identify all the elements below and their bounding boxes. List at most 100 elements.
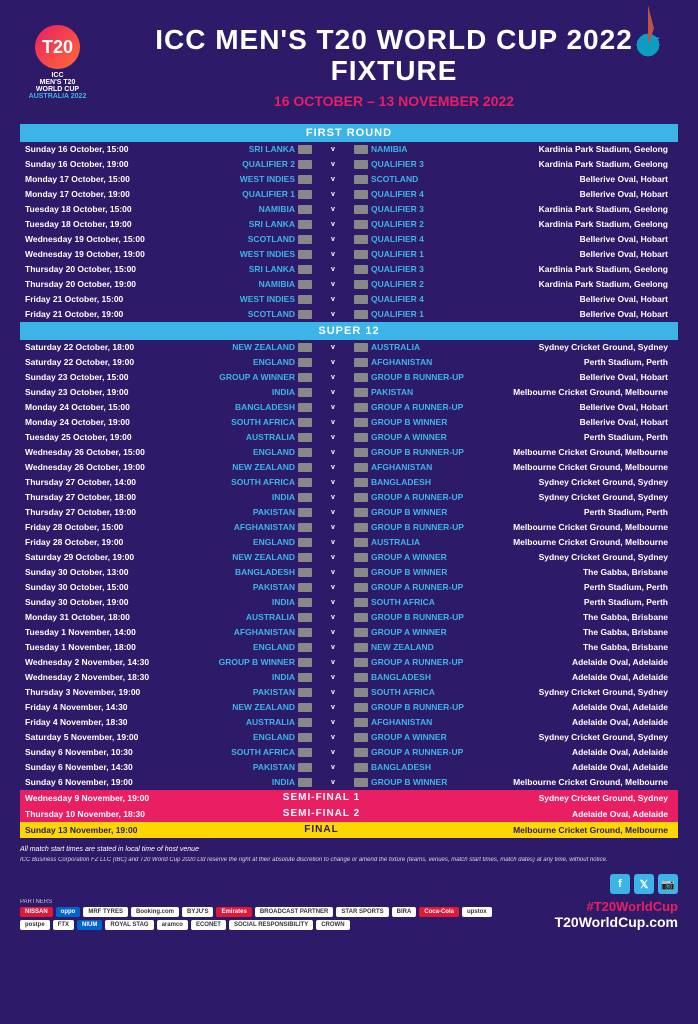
fixture-date: Saturday 29 October, 19:00 xyxy=(25,552,180,562)
social-icon[interactable]: 𝕏 xyxy=(634,874,654,894)
fixture-date: Thursday 10 November, 18:30 xyxy=(25,809,180,819)
team-2: GROUP B WINNER xyxy=(371,507,486,517)
fixture-date: Tuesday 1 November, 14:00 xyxy=(25,627,180,637)
team-2: GROUP A RUNNER-UP xyxy=(371,657,486,667)
team-2: QUALIFIER 1 xyxy=(371,309,486,319)
vs-label: v xyxy=(315,434,351,441)
social-icon[interactable]: 📷 xyxy=(658,874,678,894)
team-2: GROUP B RUNNER-UP xyxy=(371,612,486,622)
social-icons: f𝕏📷 xyxy=(555,874,678,894)
social-icon[interactable]: f xyxy=(610,874,630,894)
venue: Perth Stadium, Perth xyxy=(486,432,673,442)
knockout-label: FINAL xyxy=(180,824,463,835)
fixture-row: Tuesday 25 October, 19:00 AUSTRALIA v GR… xyxy=(20,430,678,445)
fixture-date: Wednesday 19 October, 15:00 xyxy=(25,234,180,244)
venue: Bellerive Oval, Hobart xyxy=(486,174,673,184)
flag-icon xyxy=(354,448,368,457)
team-1: PAKISTAN xyxy=(180,507,295,517)
flag-icon xyxy=(298,568,312,577)
vs-label: v xyxy=(315,629,351,636)
team-2: AFGHANISTAN xyxy=(371,462,486,472)
vs-label: v xyxy=(315,311,351,318)
team-1: NEW ZEALAND xyxy=(180,552,295,562)
flag-icon xyxy=(354,658,368,667)
team-2: AFGHANISTAN xyxy=(371,357,486,367)
venue: Adelaide Oval, Adelaide xyxy=(486,717,673,727)
website-url: T20WorldCup.com xyxy=(555,914,678,930)
venue: Perth Stadium, Perth xyxy=(486,597,673,607)
fixture-date: Monday 24 October, 15:00 xyxy=(25,402,180,412)
flag-icon xyxy=(298,538,312,547)
fixture-row: Sunday 23 October, 19:00 INDIA v PAKISTA… xyxy=(20,385,678,400)
fixture-date: Saturday 22 October, 18:00 xyxy=(25,342,180,352)
fixture-date: Monday 17 October, 19:00 xyxy=(25,189,180,199)
team-2: QUALIFIER 2 xyxy=(371,219,486,229)
team-2: QUALIFIER 1 xyxy=(371,249,486,259)
fixture-row: Sunday 23 October, 15:00 GROUP A WINNER … xyxy=(20,370,678,385)
flag-icon xyxy=(298,448,312,457)
fixture-date: Wednesday 2 November, 18:30 xyxy=(25,672,180,682)
venue: Adelaide Oval, Adelaide xyxy=(463,809,673,819)
venue: Perth Stadium, Perth xyxy=(486,357,673,367)
flag-icon xyxy=(298,658,312,667)
vs-label: v xyxy=(315,719,351,726)
partner-badge: CROWN xyxy=(316,920,349,930)
flag-icon xyxy=(354,688,368,697)
flag-icon xyxy=(298,433,312,442)
team-1: AUSTRALIA xyxy=(180,717,295,727)
timezone-note: All match start times are stated in loca… xyxy=(20,846,678,853)
team-2: NAMIBIA xyxy=(371,144,486,154)
flag-icon xyxy=(298,190,312,199)
venue: Adelaide Oval, Adelaide xyxy=(486,657,673,667)
team-2: QUALIFIER 3 xyxy=(371,204,486,214)
team-1: SCOTLAND xyxy=(180,309,295,319)
flag-icon xyxy=(298,718,312,727)
team-2: AFGHANISTAN xyxy=(371,717,486,727)
venue: Adelaide Oval, Adelaide xyxy=(486,747,673,757)
venue: The Gabba, Brisbane xyxy=(486,627,673,637)
partner-badge: oppo xyxy=(56,907,81,917)
fixture-date: Sunday 6 November, 14:30 xyxy=(25,762,180,772)
flag-icon xyxy=(354,343,368,352)
team-2: QUALIFIER 4 xyxy=(371,294,486,304)
partner-badge: STAR SPORTS xyxy=(336,907,388,917)
flag-icon xyxy=(354,763,368,772)
fixture-date: Wednesday 2 November, 14:30 xyxy=(25,657,180,667)
team-1: SCOTLAND xyxy=(180,234,295,244)
fixture-date: Sunday 6 November, 10:30 xyxy=(25,747,180,757)
fixture-row: Saturday 5 November, 19:00 ENGLAND v GRO… xyxy=(20,730,678,745)
knockouts-table: Wednesday 9 November, 19:00 SEMI-FINAL 1… xyxy=(20,790,678,838)
flag-icon xyxy=(298,643,312,652)
vs-label: v xyxy=(315,764,351,771)
venue: Melbourne Cricket Ground, Melbourne xyxy=(486,777,673,787)
vs-label: v xyxy=(315,296,351,303)
team-2: QUALIFIER 4 xyxy=(371,189,486,199)
venue: Sydney Cricket Ground, Sydney xyxy=(486,492,673,502)
fixture-row: Friday 21 October, 15:00 WEST INDIES v Q… xyxy=(20,292,678,307)
team-1: INDIA xyxy=(180,387,295,397)
venue: Perth Stadium, Perth xyxy=(486,507,673,517)
fixture-row: Sunday 30 October, 13:00 BANGLADESH v GR… xyxy=(20,565,678,580)
team-1: SRI LANKA xyxy=(180,264,295,274)
fixture-row: Friday 28 October, 19:00 ENGLAND v AUSTR… xyxy=(20,535,678,550)
partner-badge: BIRA xyxy=(392,907,417,917)
team-2: GROUP A WINNER xyxy=(371,552,486,562)
team-1: WEST INDIES xyxy=(180,249,295,259)
fixture-row: Thursday 27 October, 14:00 SOUTH AFRICA … xyxy=(20,475,678,490)
flag-icon xyxy=(298,463,312,472)
fixture-date: Sunday 23 October, 19:00 xyxy=(25,387,180,397)
vs-label: v xyxy=(315,206,351,213)
venue: The Gabba, Brisbane xyxy=(486,612,673,622)
team-2: GROUP B WINNER xyxy=(371,777,486,787)
flag-icon xyxy=(354,628,368,637)
flag-icon xyxy=(298,688,312,697)
flag-icon xyxy=(354,205,368,214)
vs-label: v xyxy=(315,146,351,153)
team-2: GROUP A RUNNER-UP xyxy=(371,582,486,592)
flag-icon xyxy=(298,388,312,397)
fixture-row: Friday 28 October, 15:00 AFGHANISTAN v G… xyxy=(20,520,678,535)
team-1: INDIA xyxy=(180,777,295,787)
fixture-row: Monday 24 October, 19:00 SOUTH AFRICA v … xyxy=(20,415,678,430)
vs-label: v xyxy=(315,689,351,696)
flag-icon xyxy=(298,250,312,259)
